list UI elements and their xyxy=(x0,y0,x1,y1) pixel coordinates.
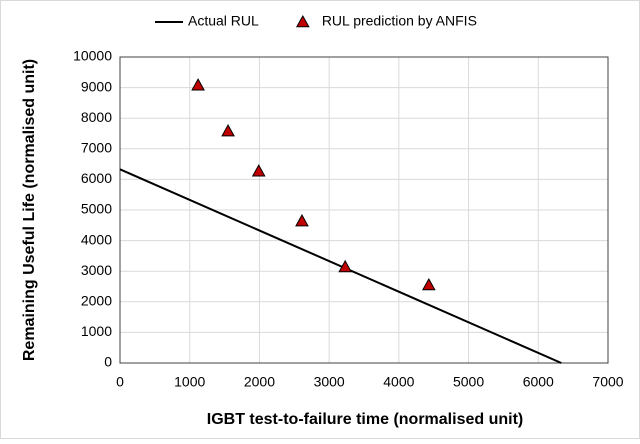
marker xyxy=(338,259,353,273)
marker xyxy=(295,213,309,227)
y-tick-label: 4000 xyxy=(81,231,112,247)
marker xyxy=(221,124,235,137)
plot-border xyxy=(119,56,609,364)
line xyxy=(119,168,562,364)
x-tick-label: 7000 xyxy=(592,374,623,390)
y-axis-label: Remaining Useful Life (normalised unit) xyxy=(21,59,38,361)
legend-label: Actual RUL xyxy=(188,13,259,29)
x-tick-label: 2000 xyxy=(244,374,275,390)
x-tick-label: 3000 xyxy=(314,374,345,390)
marker xyxy=(191,78,205,91)
marker xyxy=(421,277,436,291)
y-tick-label: 10000 xyxy=(73,48,112,64)
marker xyxy=(251,164,266,177)
y-tick-label: 7000 xyxy=(81,140,112,156)
y-tick-label: 6000 xyxy=(81,170,112,186)
x-tick-label: 0 xyxy=(116,374,124,390)
x-tick-label: 1000 xyxy=(174,374,205,390)
y-tick-label: 5000 xyxy=(81,201,112,217)
y-tick-label: 8000 xyxy=(81,109,112,125)
x-axis-label: IGBT test-to-failure time (normalised un… xyxy=(207,411,523,428)
y-tick-label: 1000 xyxy=(81,323,112,339)
y-tick-label: 9000 xyxy=(81,78,112,94)
x-tick-label: 5000 xyxy=(453,374,484,390)
x-tick-label: 4000 xyxy=(383,374,414,390)
legend-marker xyxy=(295,14,310,28)
x-tick-label: 6000 xyxy=(523,374,554,390)
y-tick-label: 0 xyxy=(104,354,112,370)
y-tick-label: 3000 xyxy=(81,262,112,278)
legend-label: RUL prediction by ANFIS xyxy=(322,13,477,29)
y-tick-label: 2000 xyxy=(81,293,112,309)
